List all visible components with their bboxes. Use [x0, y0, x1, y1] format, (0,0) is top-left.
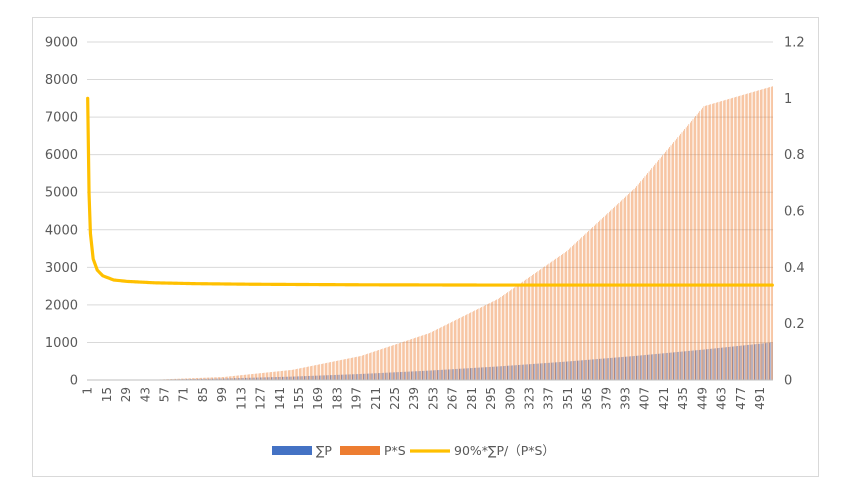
x-tick-label: 435 [676, 387, 690, 410]
x-tick-label: 239 [407, 387, 421, 410]
x-tick-label: 407 [638, 387, 652, 410]
y-left-tick-label: 7000 [45, 111, 78, 126]
y-right-tick-label: 1.2 [784, 36, 805, 51]
x-tick-label: 169 [311, 387, 325, 410]
x-tick-label: 421 [657, 387, 671, 410]
series-p-times-s-bars [87, 86, 773, 381]
x-tick-label: 29 [119, 387, 133, 402]
y-left-tick-label: 8000 [45, 73, 78, 88]
x-tick-label: 491 [753, 387, 767, 410]
legend-label: ∑P [316, 443, 332, 458]
x-tick-label: 211 [369, 387, 383, 410]
legend-label: 90%*∑P/（P*S） [454, 443, 555, 458]
y-right-tick-label: 0.8 [784, 148, 805, 163]
series-sum-p-bars [88, 342, 773, 380]
legend-item-sum-p: ∑P [272, 443, 332, 458]
legend-swatch [340, 446, 380, 455]
y-right-tick-label: 1 [784, 92, 792, 107]
legend-swatch [272, 446, 312, 455]
x-tick-label: 295 [484, 387, 498, 410]
y-left-tick-label: 3000 [45, 261, 78, 276]
x-tick-label: 85 [196, 387, 210, 402]
x-tick-label: 71 [177, 387, 191, 402]
y-axis-left-ticks: 0 1000 2000 3000 4000 5000 6000 7000 8000 9000 [45, 36, 78, 389]
x-tick-label: 253 [426, 387, 440, 410]
y-right-tick-label: 0.6 [784, 205, 805, 220]
x-tick-label: 127 [254, 387, 268, 410]
x-tick-label: 57 [158, 387, 172, 402]
x-tick-label: 99 [215, 387, 229, 402]
x-tick-label: 155 [292, 387, 306, 410]
x-axis-ticks: 1 15 29 43 57 71 85 99 113 127 141 155 169 183 197 211 2… [81, 387, 767, 410]
x-tick-label: 43 [138, 387, 152, 402]
x-tick-label: 463 [715, 387, 729, 410]
x-tick-label: 365 [580, 387, 594, 410]
x-tick-label: 1 [81, 387, 95, 395]
series-ratio-line-layer [86, 96, 774, 287]
x-tick-label: 309 [503, 387, 517, 410]
x-tick-label: 323 [522, 387, 536, 410]
y-left-tick-label: 4000 [45, 223, 78, 238]
legend: ∑P P*S 90%*∑P/（P*S） [272, 443, 555, 458]
y-left-tick-label: 6000 [45, 148, 78, 163]
legend-item-ratio: 90%*∑P/（P*S） [410, 443, 555, 458]
y-left-tick-label: 2000 [45, 298, 78, 313]
x-tick-label: 337 [542, 387, 556, 410]
y-left-tick-label: 5000 [45, 186, 78, 201]
x-tick-label: 141 [273, 387, 287, 410]
x-tick-label: 197 [350, 387, 364, 410]
chart-frame [32, 17, 819, 477]
x-tick-label: 351 [561, 387, 575, 410]
x-tick-label: 267 [446, 387, 460, 410]
x-tick-label: 183 [330, 387, 344, 410]
y-right-tick-label: 0 [784, 374, 792, 389]
y-right-tick-label: 0.4 [784, 261, 805, 276]
x-tick-label: 449 [695, 387, 709, 410]
gridlines [87, 41, 773, 343]
legend-item-p-times-s: P*S [340, 443, 406, 458]
x-tick-label: 281 [465, 387, 479, 410]
x-tick-label: 113 [234, 387, 248, 410]
x-tick-label: 379 [599, 387, 613, 410]
line-ratio [86, 96, 774, 287]
legend-label: P*S [384, 443, 406, 458]
x-tick-label: 477 [734, 387, 748, 410]
x-tick-label: 225 [388, 387, 402, 410]
x-tick-label: 15 [100, 387, 114, 402]
y-left-tick-label: 9000 [45, 36, 78, 51]
y-right-tick-label: 0.2 [784, 317, 805, 332]
y-left-tick-label: 1000 [45, 336, 78, 351]
y-left-tick-label: 0 [70, 374, 78, 389]
x-tick-label: 393 [619, 387, 633, 410]
y-axis-right-ticks: 0 0.2 0.4 0.6 0.8 1 1.2 [784, 36, 805, 389]
